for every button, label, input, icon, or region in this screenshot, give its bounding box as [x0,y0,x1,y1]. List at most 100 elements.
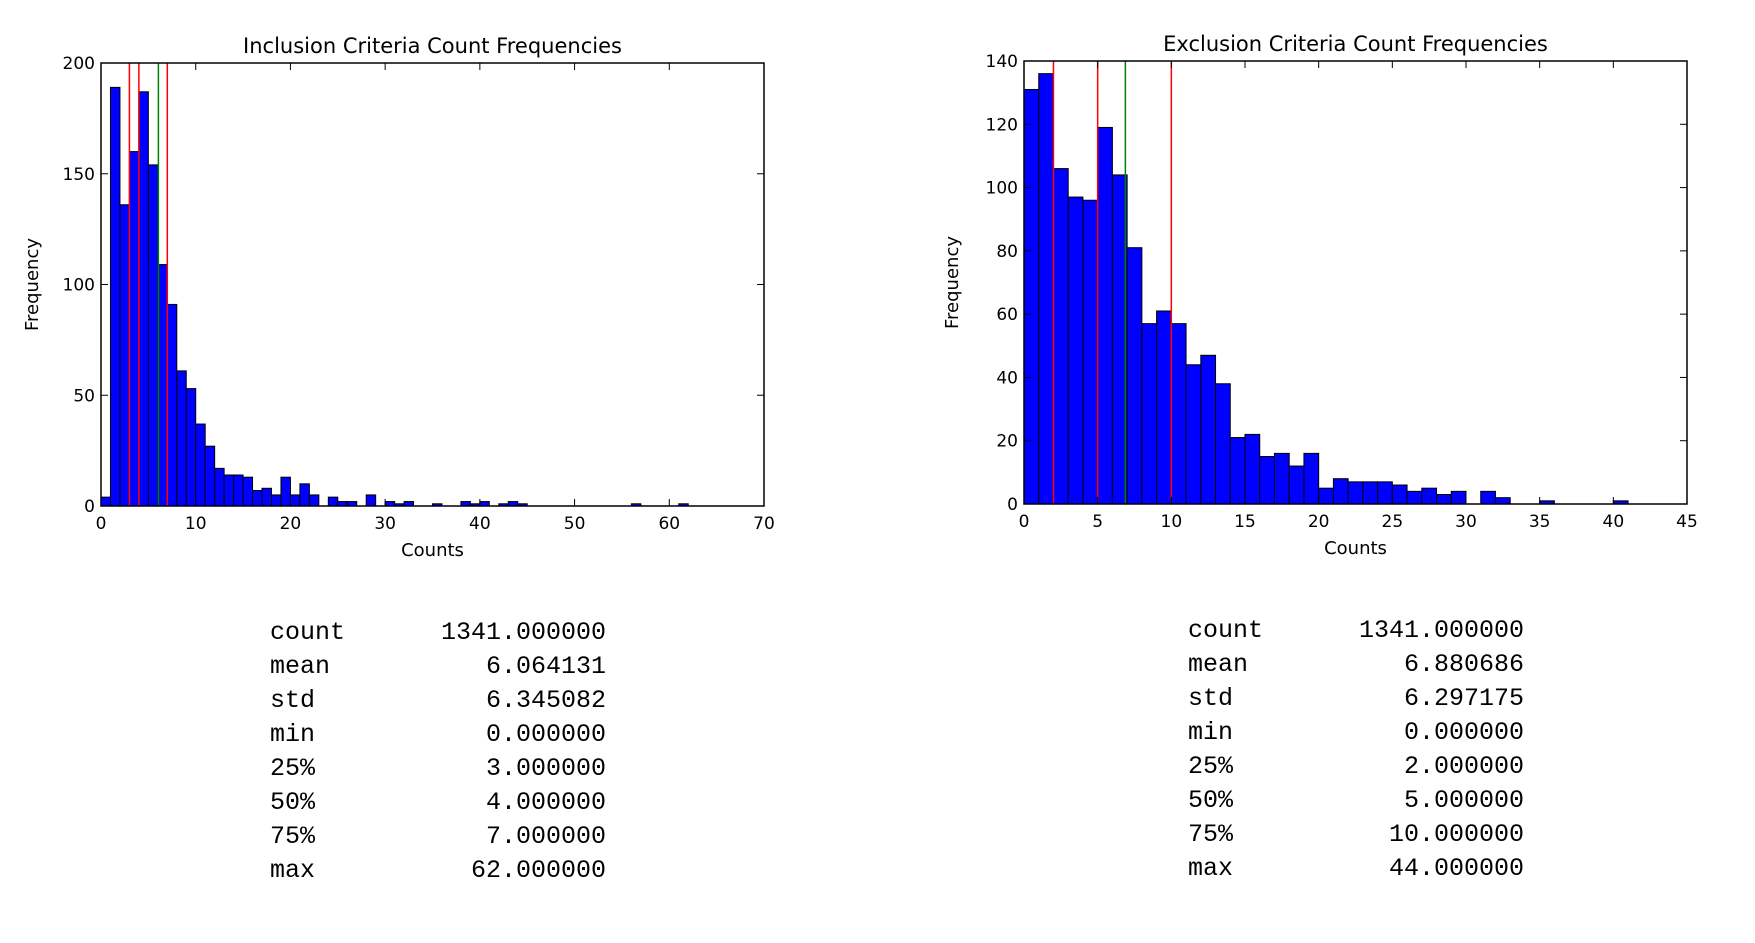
stats-key: 50% [1188,786,1234,815]
histogram-bar [119,204,130,507]
stats-key: mean [1188,650,1249,679]
histogram-bar [157,264,168,507]
stats-row: max 44.000000 [1188,852,1524,886]
stats-key: 25% [270,754,316,783]
histogram-bar [252,489,263,507]
stats-key: min [1188,718,1234,747]
y-tick-label: 150 [63,165,95,185]
stats-row: 75% 10.000000 [1188,818,1524,852]
stats-key: 75% [1188,820,1234,849]
histogram-bar [185,388,197,507]
stats-value: 2.000000 [1403,752,1524,781]
histogram-bar [100,496,111,507]
histogram-bar [1480,490,1496,505]
histogram-bar [1097,126,1113,505]
x-tick-label: 30 [1455,512,1477,532]
stats-row: std 6.297175 [1188,682,1524,716]
y-tick-label: 0 [84,497,95,517]
inclusion-histogram: 0 10 20 30 40 50 60 70 0 50 100 150 200 Inclusion Cri… [22,34,775,561]
chart-title: Exclusion Criteria Count Frequencies [1163,32,1548,56]
stats-value: 5.000000 [1403,786,1524,815]
x-tick-label: 40 [469,514,491,534]
histogram-bar [138,91,149,507]
plot-frame [1023,60,1688,505]
x-tick-label: 40 [1603,512,1625,532]
stats-row: 50% 5.000000 [1188,784,1524,818]
x-tick-label: 20 [280,514,302,534]
histogram-bar [1421,487,1438,505]
histogram-bar [1288,465,1305,505]
histogram-bar [1170,323,1187,505]
stats-value: 6.064131 [485,652,606,681]
x-tick-label: 5 [1092,512,1103,532]
stats-value: 62.000000 [470,856,606,885]
exclusion-panel: 0 5 10 15 20 25 30 35 40 45 0 20 40 60 80 100 120 140 Excl… [877,0,1754,943]
histogram-bar [176,370,187,507]
histogram-bar [214,467,225,507]
histogram-bar [1215,383,1231,505]
histogram-bar [1318,487,1334,505]
stats-value: 3.000000 [485,754,606,783]
histogram-bar [1156,310,1172,505]
stats-row: std 6.345082 [270,684,606,718]
histogram-bar [1126,247,1143,505]
exclusion-stats-table: count 1341.000000 mean 6.880686 std 6.29717… [1188,614,1524,886]
stats-key: std [270,686,316,715]
inclusion-panel: 0 10 20 30 40 50 60 70 0 50 100 150 200 Inclusion Cri… [0,0,877,943]
histogram-bar [128,151,140,507]
histogram-bar [1023,88,1040,505]
histogram-bar [1273,452,1290,505]
stats-row: mean 6.064131 [270,650,606,684]
x-tick-label: 25 [1382,512,1404,532]
histogram-bar [1259,456,1275,505]
y-tick-label: 40 [996,368,1018,388]
x-tick-label: 30 [374,514,396,534]
histogram-bar [223,474,235,507]
histogram-bar [233,474,244,507]
stats-value: 1341.000000 [440,618,606,647]
stats-key: 25% [1188,752,1234,781]
histogram-bar [1494,497,1511,505]
stats-value: 1341.000000 [1358,616,1524,645]
stats-value: 10.000000 [1388,820,1524,849]
stats-key: mean [270,652,331,681]
inclusion-stats-table: count 1341.000000 mean 6.064131 std 6.34508… [270,616,606,888]
histogram-bar [242,476,254,507]
stats-value: 6.880686 [1403,650,1524,679]
stats-value: 0.000000 [1403,718,1524,747]
histogram-bar [1229,437,1246,505]
x-tick-label: 45 [1676,512,1698,532]
histogram-bar [204,445,216,507]
histogram-bar [299,483,310,507]
y-tick-label: 200 [63,54,95,74]
stats-row: max 62.000000 [270,854,606,888]
x-axis-label: Counts [401,540,464,561]
histogram-bar [1362,481,1379,505]
histogram-bar [1067,196,1084,505]
histogram-bar [289,494,301,507]
y-tick-label: 60 [996,305,1018,325]
histogram-bar [270,494,282,507]
histogram-bar [147,164,159,507]
histogram-bar [1052,168,1069,505]
y-tick-label: 100 [63,276,95,296]
stats-row: min 0.000000 [1188,716,1524,750]
histogram-bar [1377,481,1393,505]
x-tick-label: 0 [1019,512,1030,532]
stats-row: count 1341.000000 [1188,614,1524,648]
stats-value: 4.000000 [485,788,606,817]
histogram-bar [280,476,291,507]
stats-key: 75% [270,822,316,851]
y-tick-label: 0 [1007,495,1018,515]
stats-key: std [1188,684,1234,713]
stats-key: max [270,856,316,885]
stats-key: min [270,720,316,749]
y-axis-label: Frequency [942,236,963,329]
y-tick-label: 100 [986,179,1018,199]
histogram-bar [1436,494,1452,505]
histogram-bar [1038,73,1054,505]
stats-row: mean 6.880686 [1188,648,1524,682]
x-tick-label: 50 [564,514,586,534]
y-tick-label: 50 [73,386,95,406]
histogram-bar [1082,199,1099,505]
